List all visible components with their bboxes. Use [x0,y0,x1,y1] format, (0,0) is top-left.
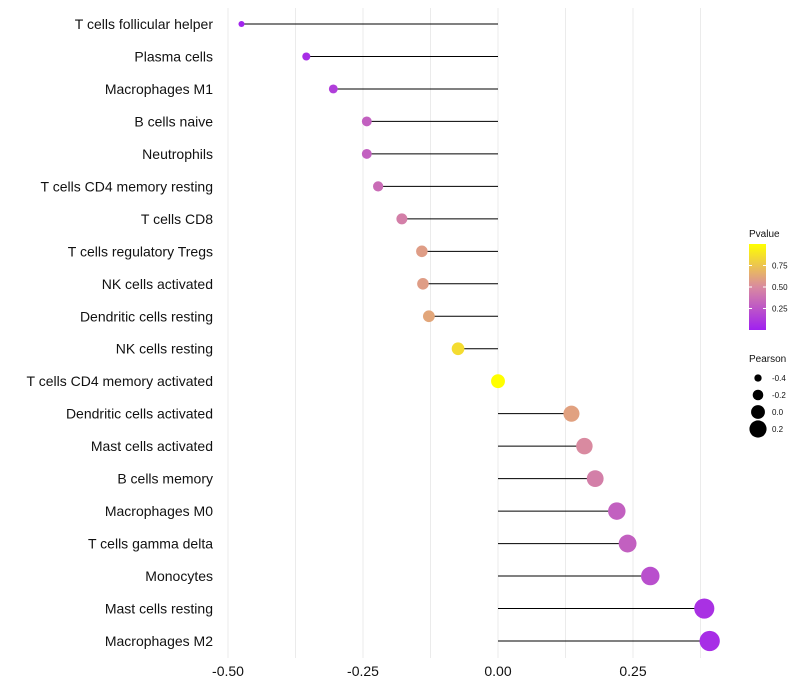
grid-layer [227,8,701,658]
data-point [451,342,465,356]
category-label: T cells follicular helper [75,16,214,32]
pearson-legend-dot [754,374,762,382]
category-label: Dendritic cells resting [80,308,213,324]
stems [241,23,710,642]
pearson-legend-items: -0.4 -0.2 0.0 0.2 [749,374,786,438]
pearson-legend-dot [751,405,765,419]
pvalue-legend-ticks: 0.75 0.50 0.25 [749,262,788,314]
category-label: T cells CD4 memory resting [41,178,213,194]
pvalue-legend-title: Pvalue [749,229,780,240]
data-point [699,630,720,652]
category-label: Dendritic cells activated [66,406,213,422]
data-point [576,437,593,455]
data-point [416,245,428,258]
category-label: T cells CD4 memory activated [27,373,213,389]
data-point [586,470,604,488]
x-tick-label: -0.50 [212,663,244,679]
data-point [328,84,338,94]
data-point [361,148,372,159]
category-label: Mast cells resting [105,601,213,617]
pearson-legend-dot [749,420,767,438]
pvalue-tick-label: 0.50 [772,283,788,292]
pearson-legend-label: -0.4 [772,374,786,383]
category-label: Monocytes [145,568,213,584]
category-label: T cells regulatory Tregs [68,243,213,259]
category-label: Neutrophils [142,146,213,162]
data-point [618,534,637,553]
data-point [422,310,435,323]
data-point [396,213,408,225]
data-point [417,277,429,290]
data-point [608,502,626,520]
data-point [361,116,372,127]
pearson-legend: Pearson -0.4 -0.2 0.0 0.2 [749,354,786,438]
category-label: B cells naive [134,113,213,129]
x-tick-label: 0.25 [619,663,646,679]
pvalue-tick-label: 0.75 [772,262,788,271]
points [238,20,720,652]
category-label: Macrophages M2 [105,633,213,649]
category-label: NK cells activated [102,276,213,292]
data-point [491,374,505,389]
data-point [563,405,580,422]
pearson-legend-label: -0.2 [772,391,786,400]
pearson-legend-label: 0.0 [772,408,784,417]
category-label: Plasma cells [134,48,213,64]
category-label: Macrophages M1 [105,81,213,97]
pvalue-legend: Pvalue 0.75 0.50 0.25 [749,229,788,330]
category-label: B cells memory [117,471,213,487]
category-label: T cells gamma delta [88,536,213,552]
category-labels: T cells follicular helper Plasma cells Mac… [27,16,214,649]
category-label: NK cells resting [116,341,213,357]
pearson-legend-dot [752,389,764,401]
category-label: T cells CD8 [141,211,213,227]
x-axis-ticks: -0.50 -0.25 0.00 0.25 [212,663,647,679]
data-point [302,52,311,61]
category-label: Mast cells activated [91,438,213,454]
data-point [373,181,384,192]
pvalue-colorbar [749,244,766,330]
data-point [238,20,245,28]
data-point [641,566,660,586]
x-tick-label: 0.00 [484,663,511,679]
pvalue-tick-label: 0.25 [772,305,788,314]
data-point [694,598,715,619]
pearson-legend-label: 0.2 [772,425,784,434]
category-label: Macrophages M0 [105,503,213,519]
pearson-legend-title: Pearson [749,354,786,365]
x-tick-label: -0.25 [347,663,379,679]
